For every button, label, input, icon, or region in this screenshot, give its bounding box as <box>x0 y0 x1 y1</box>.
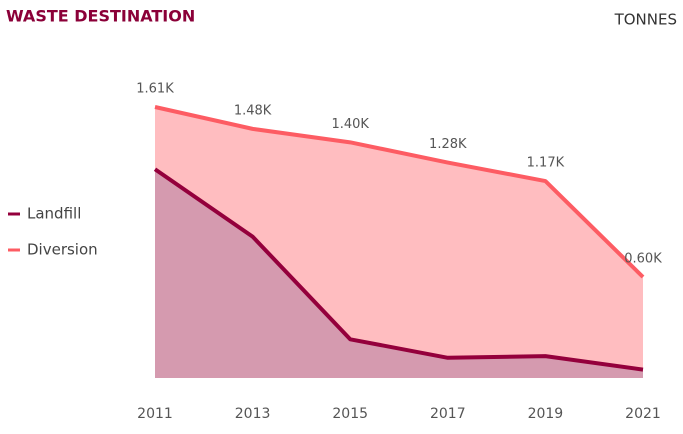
x-tick-label: 2017 <box>430 406 466 422</box>
x-tick-label: 2019 <box>528 406 564 422</box>
legend-label: Diversion <box>27 241 98 259</box>
data-label: 1.17K <box>527 156 565 171</box>
data-label: 1.48K <box>234 103 272 118</box>
x-tick-label: 2015 <box>332 406 368 422</box>
unit-label: TONNES <box>614 11 677 29</box>
area <box>155 169 643 378</box>
chart-title: WASTE DESTINATION <box>6 7 195 26</box>
data-label: 1.28K <box>429 137 467 152</box>
x-tick-label: 2021 <box>625 406 661 422</box>
data-label: 1.40K <box>331 117 369 132</box>
line <box>154 105 645 279</box>
x-tick-label: 2013 <box>235 406 271 422</box>
data-label: 1.61K <box>136 82 174 97</box>
data-label: 0.60K <box>624 252 662 267</box>
x-tick-label: 2011 <box>137 406 173 422</box>
legend-label: Landfill <box>27 205 81 223</box>
line <box>153 167 644 372</box>
